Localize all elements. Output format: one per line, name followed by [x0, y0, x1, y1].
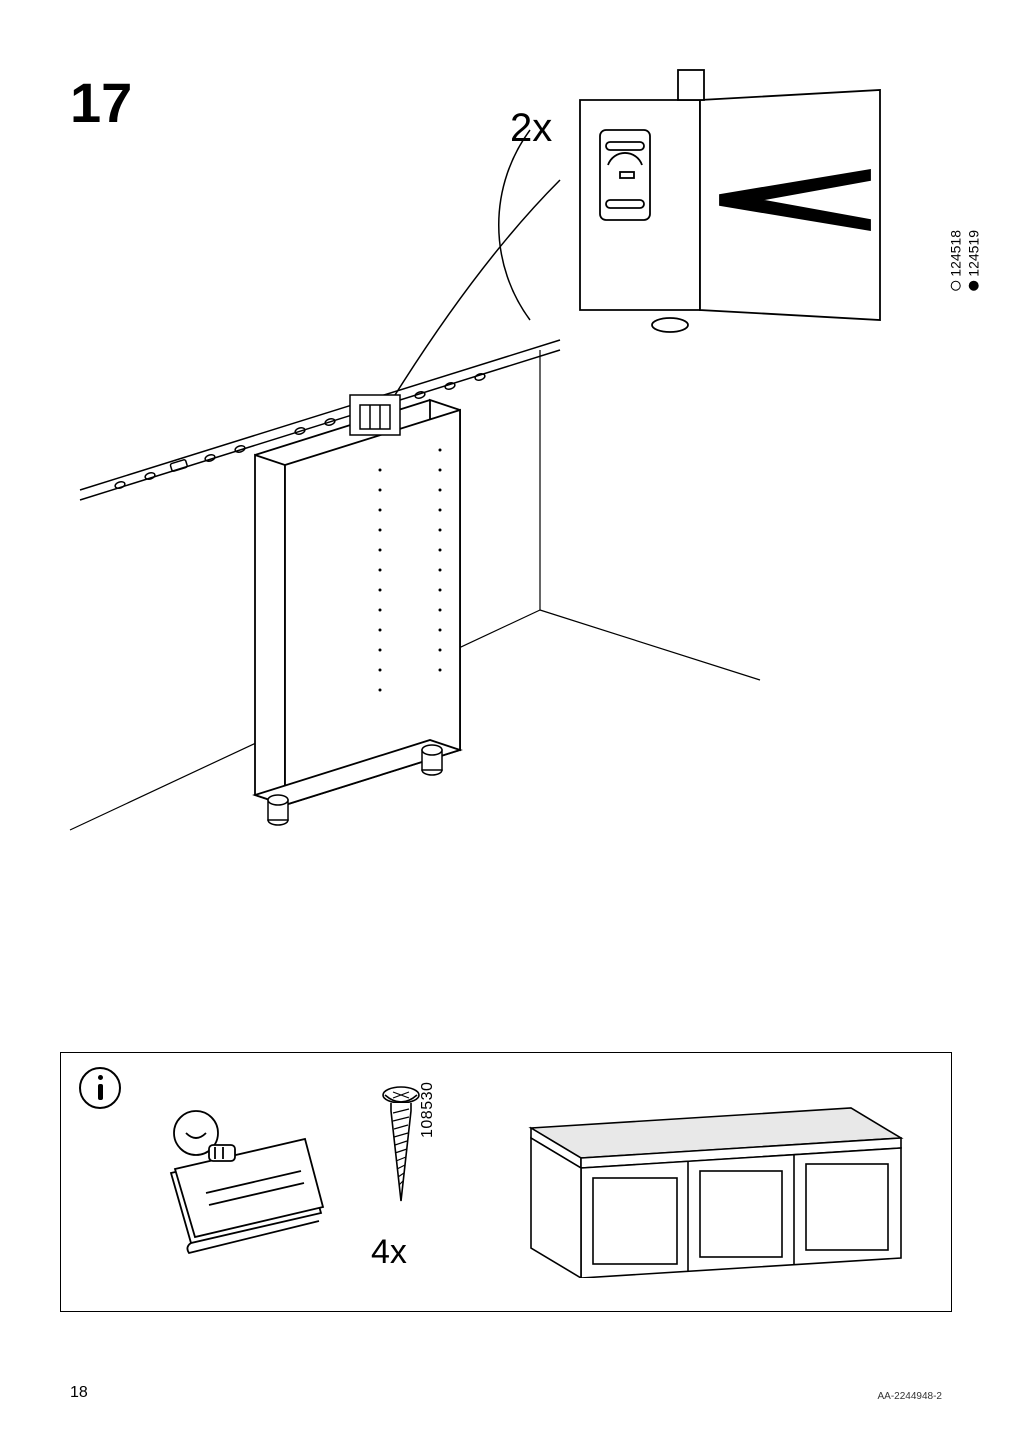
- screw-quantity: 4x: [371, 1233, 407, 1272]
- screw-part-number: 108530: [419, 1082, 437, 1138]
- document-number: AA-2244948-2: [878, 1391, 943, 1402]
- page-number: 18: [70, 1384, 88, 1402]
- filled-circle-icon: [969, 281, 979, 291]
- info-panel: 108530 4x: [60, 1052, 952, 1312]
- cabinet-run-icon: [511, 1098, 911, 1278]
- main-assembly-drawing: [60, 60, 940, 860]
- open-circle-icon: [951, 281, 961, 291]
- legend-filled-partnum: 124519: [966, 230, 982, 277]
- screw-group: 108530 4x: [371, 1083, 461, 1283]
- legend-open-partnum: 124518: [948, 230, 964, 277]
- info-icon-wrap: [79, 1067, 121, 1109]
- booklet-icon: [151, 1093, 331, 1263]
- legend-row-open: 124518: [948, 230, 964, 291]
- legend-row-filled: 124519: [966, 230, 982, 291]
- page: 17 2x 124518 124519: [0, 0, 1012, 1432]
- info-icon: [79, 1067, 121, 1109]
- parts-legend: 124518 124519: [948, 230, 984, 291]
